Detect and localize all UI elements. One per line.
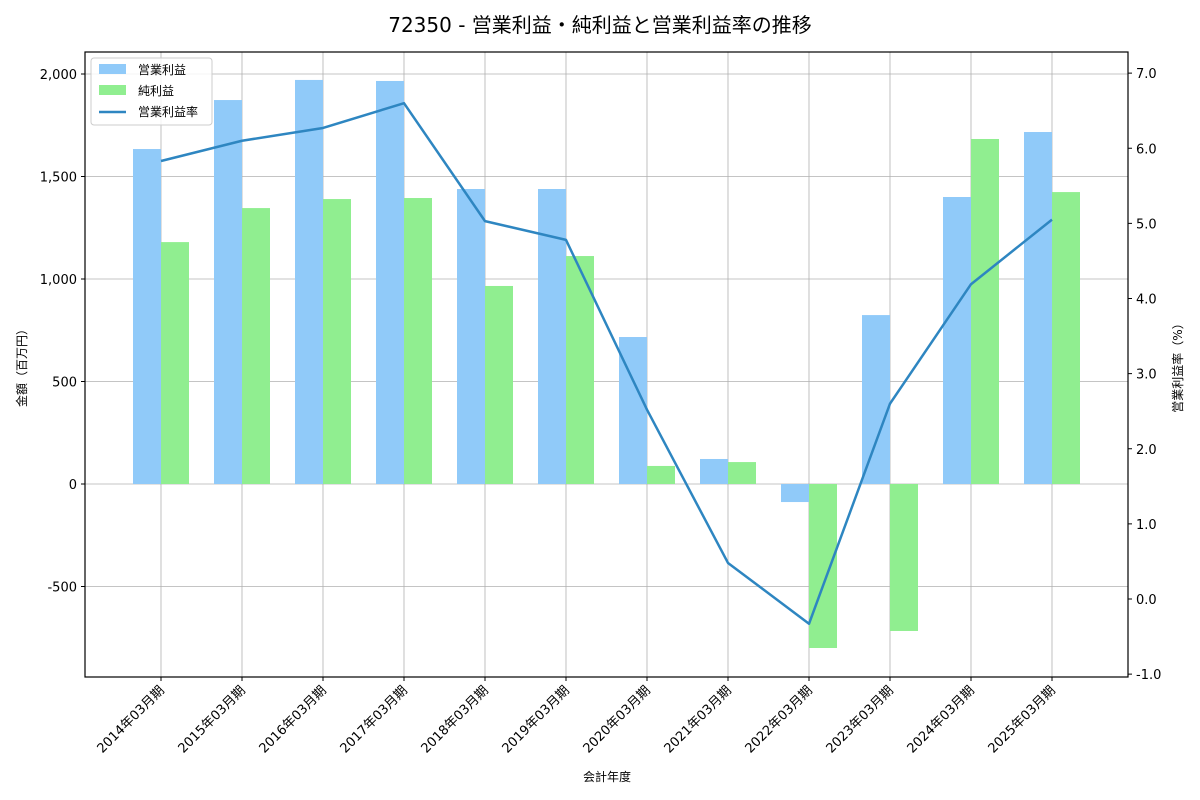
net-profit-bar [728, 462, 756, 484]
net-profit-bar [161, 242, 189, 484]
y2-tick-label: 3.0 [1136, 368, 1157, 383]
y-tick-label: 2,000 [40, 68, 77, 83]
operating-margin-line [160, 101, 1053, 626]
x-axis-label: 会計年度 [583, 769, 631, 784]
x-tick-label: 2019年03月期 [500, 683, 573, 756]
operating-profit-bar [781, 484, 809, 503]
net-profit-bar [485, 285, 513, 484]
x-tick-label: 2021年03月期 [662, 683, 735, 756]
net-profit-bar [971, 138, 999, 485]
y2-tick-label: 6.0 [1136, 142, 1157, 157]
x-tick-label: 2022年03月期 [743, 683, 816, 756]
y2-tick-label: 1.0 [1136, 518, 1157, 533]
y-tick-label: 500 [52, 376, 77, 391]
net-profit-bar [404, 198, 432, 484]
y-tick-label: 1,000 [40, 273, 77, 288]
operating-profit-bar [376, 80, 404, 484]
right-axis-ticks: -1.0 0.0 1.0 2.0 3.0 4.0 5.0 6.0 7.0 [1128, 67, 1161, 683]
operating-profit-bar [133, 149, 161, 484]
left-axis-ticks: -500 0 500 1,000 1,500 2,000 [40, 68, 85, 596]
net-profit-bar [242, 208, 270, 484]
x-tick-label: 2017年03月期 [338, 683, 411, 756]
legend-label-net-profit: 純利益 [138, 84, 174, 98]
net-profit-bar [809, 484, 837, 648]
legend-swatch-net-profit [99, 85, 126, 95]
y2-tick-label: -1.0 [1136, 668, 1161, 683]
bar-series [133, 79, 1080, 648]
legend-swatch-operating-profit [99, 64, 126, 74]
operating-profit-bar [1024, 132, 1052, 484]
y2-tick-label: 0.0 [1136, 593, 1157, 608]
x-tick-label: 2023年03月期 [824, 683, 897, 756]
x-axis-ticks: 2014年03月期 2015年03月期 2016年03月期 2017年03月期 2018… [95, 677, 1059, 757]
operating-profit-bar [943, 197, 971, 484]
x-tick-label: 2014年03月期 [95, 683, 168, 756]
y-axis-label: 金額（百万円） [14, 323, 29, 407]
legend-box [90, 57, 213, 126]
plot-frame [84, 51, 1129, 678]
operating-profit-bar [295, 79, 323, 484]
legend-label-operating-margin: 営業利益率 [138, 104, 198, 119]
y2-tick-label: 2.0 [1136, 443, 1157, 458]
line-series [160, 101, 1053, 626]
legend-label-operating-profit: 営業利益 [138, 63, 186, 77]
net-profit-bar [647, 465, 675, 484]
y2-tick-label: 5.0 [1136, 217, 1157, 232]
net-profit-bar [1052, 192, 1080, 484]
y-tick-label: 0 [69, 478, 77, 493]
net-profit-bar [890, 484, 918, 631]
operating-profit-bar [700, 458, 728, 484]
chart-title: 72350 - 営業利益・純利益と営業利益率の推移 [388, 13, 812, 37]
net-profit-bar [566, 256, 594, 484]
x-tick-label: 2020年03月期 [581, 683, 654, 756]
y-tick-label: 1,500 [40, 171, 77, 186]
y2-axis-label: 営業利益率（%） [1170, 317, 1185, 412]
x-tick-label: 2025年03月期 [986, 683, 1059, 756]
net-profit-bar [323, 199, 351, 485]
x-tick-label: 2015年03月期 [176, 683, 249, 756]
operating-profit-bar [214, 100, 242, 484]
x-tick-label: 2024年03月期 [905, 683, 978, 756]
legend: 営業利益 純利益 営業利益率 [90, 57, 213, 126]
operating-profit-bar [862, 315, 890, 484]
y2-tick-label: 7.0 [1136, 67, 1157, 82]
operating-profit-bar [457, 189, 485, 484]
y2-tick-label: 4.0 [1136, 293, 1157, 308]
x-tick-label: 2018年03月期 [419, 683, 492, 756]
y-tick-label: -500 [47, 581, 77, 596]
x-tick-label: 2016年03月期 [257, 683, 330, 756]
